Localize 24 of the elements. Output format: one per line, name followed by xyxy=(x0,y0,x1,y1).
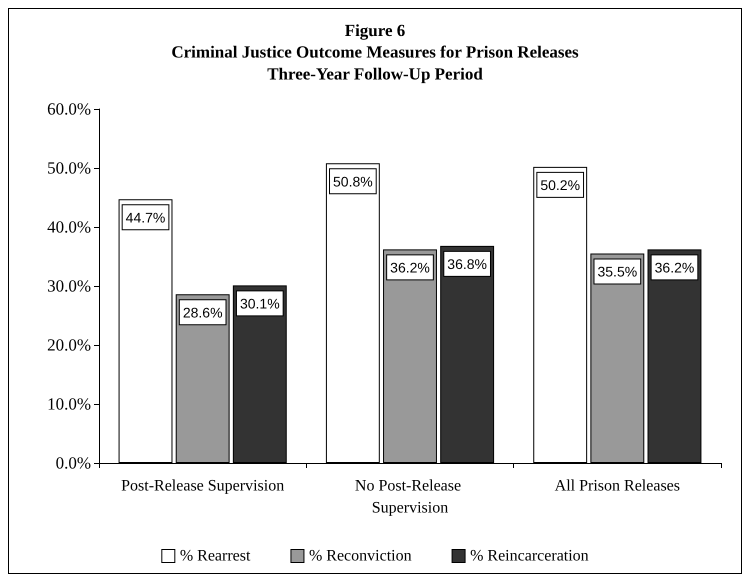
data-label: 36.2% xyxy=(390,259,430,276)
y-tick-label: 60.0% xyxy=(47,100,91,118)
x-tick-label: No Post-Release Supervision xyxy=(354,478,466,516)
data-label: 30.1% xyxy=(240,295,280,312)
data-label: 36.8% xyxy=(447,256,487,272)
x-tick-label: Post-Release Supervision xyxy=(121,478,284,494)
data-label: 36.2% xyxy=(654,259,694,276)
chart-title: Figure 6 xyxy=(344,21,406,40)
data-label: 50.2% xyxy=(540,176,580,193)
legend-label: % Rearrest xyxy=(180,548,251,564)
data-label: 35.5% xyxy=(597,264,638,280)
legend-label: % Reconviction xyxy=(308,548,412,564)
y-tick-label: 50.0% xyxy=(47,158,91,178)
chart-subtitle: Criminal Justice Outcome Measures for Prison Releases Three-Year Follow-Up Period xyxy=(171,42,580,84)
y-tick-label: 30.0% xyxy=(47,276,91,296)
y-tick-label: 10.0% xyxy=(47,394,91,414)
x-tick-label: All Prison Releases xyxy=(554,478,680,494)
data-label: 44.7% xyxy=(126,209,166,226)
data-label: 28.6% xyxy=(182,304,223,320)
data-label: 50.8% xyxy=(333,173,373,190)
y-tick-label: 40.0% xyxy=(47,218,91,236)
y-tick-label: 0.0% xyxy=(56,454,91,472)
y-tick-label: 20.0% xyxy=(47,336,91,354)
legend-label: % Reincarceration xyxy=(470,548,589,564)
